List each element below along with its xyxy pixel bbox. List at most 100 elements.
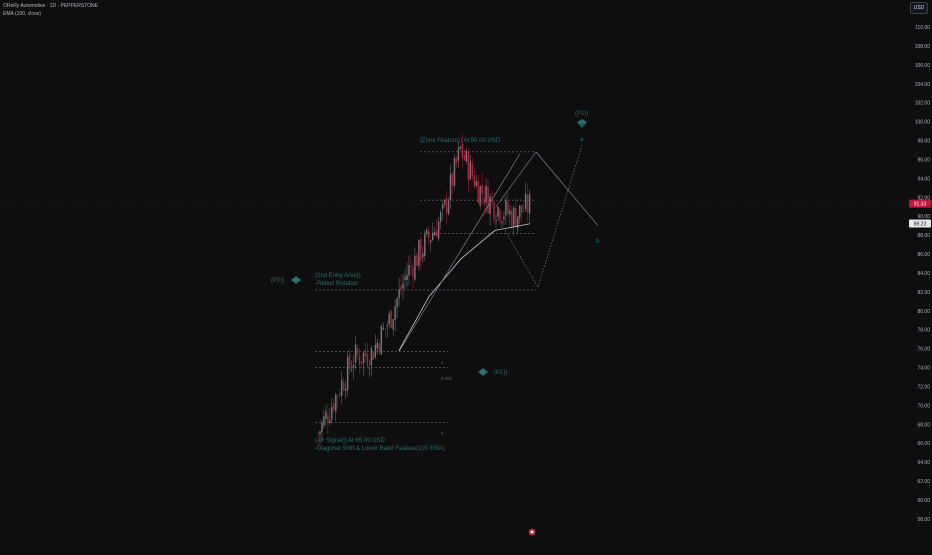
candle [404,269,406,291]
candle [364,342,367,363]
price-tick-label: 88.00 [917,233,930,239]
candle [519,204,521,225]
chart-area[interactable]: (Zone Feature)) At 99.00 USD (P1)) a b (… [0,0,908,548]
event-marker-icon[interactable] [528,528,536,536]
candle [331,398,333,424]
channel-line [495,151,537,207]
candle [412,261,414,290]
candle [467,147,470,193]
candle [483,187,485,217]
candle [360,361,363,368]
candle [362,351,365,376]
candle [432,222,434,242]
candle [384,328,386,338]
candle [392,318,394,337]
candle [461,134,464,170]
price-tick-label: 80.00 [917,309,930,315]
p1-mid-label: (P1)) [494,370,507,376]
candle [426,228,428,237]
price-tick-label: 68.00 [917,422,930,428]
price-axis[interactable]: 58.00 60.00 62.00 64.00 66.00 68.00 70.00 72.00… [908,0,932,550]
price-tick-label: 102.00 [915,101,931,107]
candle [329,408,331,426]
price-tick-label: 62.00 [917,479,930,485]
channel-line [398,153,521,352]
price-tick-label: 64.00 [917,460,930,466]
second-entry-label: (2nd Entry Area)) [315,273,361,279]
zone-feature-label: (Zone Feature)) At 99.00 USD [420,138,501,144]
candle [356,344,359,360]
candle [418,239,420,271]
currency-button[interactable]: USD [910,2,928,14]
wave-b-label: b [596,239,600,245]
projection-line-b [535,151,599,226]
candle [396,296,398,318]
candle [522,201,525,213]
candle [420,236,422,270]
candle [382,322,384,331]
ema-line [398,223,531,351]
candle [513,205,515,235]
candle [394,299,396,332]
candle [489,192,491,226]
candle [485,178,487,214]
candle [455,156,458,168]
fib-1-label: 1 [441,360,444,365]
candle [354,335,357,371]
candle [366,343,369,370]
price-tick-label: 70.00 [917,403,930,409]
candle [453,153,456,190]
candle [414,247,416,282]
candle [528,189,531,224]
candle [343,376,345,392]
candle [402,273,404,300]
candle [335,392,337,421]
candle [352,354,355,380]
candle [469,154,471,181]
price-axis-svg: 58.00 60.00 62.00 64.00 66.00 68.00 70.00 72.00… [909,25,931,523]
current-price-label: 91.33 [914,202,927,208]
candle [493,200,495,224]
candle [449,164,452,209]
price-tick-label: 90.00 [917,214,930,220]
candle [487,179,489,214]
price-tick-label: 84.00 [917,271,930,277]
price-tick-label: 74.00 [917,366,930,372]
price-tick-label: 60.00 [917,498,930,504]
candle [372,351,375,360]
candle [505,195,507,225]
candle [341,370,343,405]
annotations: (Zone Feature)) At 99.00 USD (P1)) a b (… [0,111,908,452]
price-tick-label: 72.00 [917,384,930,390]
candle [406,262,408,287]
candle [386,321,388,338]
candle [459,145,462,151]
candle [376,339,379,355]
price-tick-label: 98.00 [917,139,930,145]
candle [410,254,412,276]
candle [475,174,477,188]
candle [344,380,347,399]
candle [400,274,402,296]
candle [327,403,329,435]
candle [325,404,327,425]
price-tick-label: 100.00 [915,120,931,126]
symbol-title[interactable]: OReilly Automotive · 1D · PEPPERSTONE [3,3,98,9]
candle [497,205,499,222]
signal-sub-label: -Diagonal Shift & Lower Band Feature(100… [315,446,445,452]
candle [337,394,339,408]
candle [346,351,349,397]
candle [398,277,400,307]
candle [323,410,325,429]
price-tick-label: 82.00 [917,290,930,296]
candle [368,359,371,377]
candle [317,431,319,438]
candle [473,169,475,190]
price-tick-label: 108.00 [915,44,931,50]
retest-label: -Retest Rotation [315,281,358,287]
indicator-label[interactable]: EMA (100, close) [3,11,42,17]
candle [390,309,392,329]
candle [378,340,381,356]
candle [457,140,460,168]
price-tick-label: 78.00 [917,328,930,334]
